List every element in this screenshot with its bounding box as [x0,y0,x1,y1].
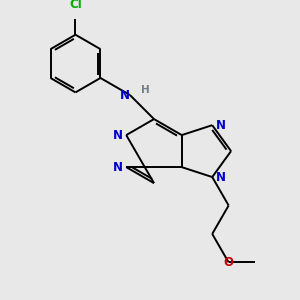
Text: N: N [120,88,130,101]
Text: N: N [113,129,123,142]
Text: H: H [141,85,150,95]
Text: N: N [113,160,123,174]
Text: N: N [215,119,225,132]
Text: O: O [224,256,234,269]
Text: N: N [215,170,225,184]
Text: Cl: Cl [69,0,82,11]
